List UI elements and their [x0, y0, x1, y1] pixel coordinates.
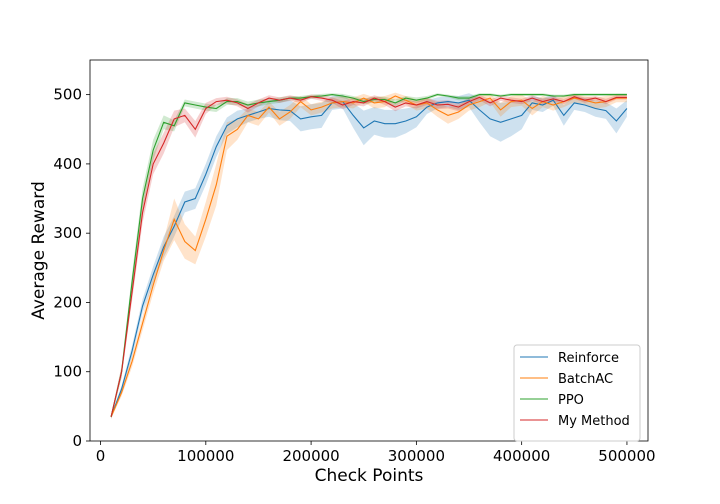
x-tick-label: 400000 — [493, 447, 550, 465]
y-axis-ticks: 0 100 200 300 400 500 — [53, 86, 90, 450]
legend-label: PPO — [558, 393, 584, 408]
y-tick-label: 300 — [53, 224, 82, 242]
x-tick-label: 0 — [96, 447, 106, 465]
legend-label: My Method — [558, 414, 630, 429]
legend: Reinforce BatchAC PPO My Method — [513, 344, 641, 442]
x-tick-label: 500000 — [598, 447, 655, 465]
legend-label: Reinforce — [558, 351, 619, 366]
series-lines — [110, 94, 628, 418]
legend-box — [513, 344, 641, 442]
plot-frame — [89, 59, 649, 442]
x-axis-ticks: 0 100000 200000 300000 400000 500000 — [96, 441, 656, 465]
series-line-3 — [110, 96, 627, 417]
y-tick-label: 400 — [53, 155, 82, 173]
x-tick-label: 300000 — [388, 447, 445, 465]
y-tick-label: 200 — [53, 293, 82, 311]
legend-label: BatchAC — [558, 372, 613, 387]
y-tick-label: 0 — [72, 432, 82, 450]
y-tick-label: 100 — [53, 363, 82, 381]
x-axis-label: Check Points — [315, 466, 424, 486]
y-axis-label: Average Reward — [29, 181, 49, 320]
x-tick-label: 200000 — [282, 447, 339, 465]
y-tick-label: 500 — [53, 86, 82, 104]
x-tick-label: 100000 — [177, 447, 234, 465]
series-line-0 — [110, 99, 628, 417]
